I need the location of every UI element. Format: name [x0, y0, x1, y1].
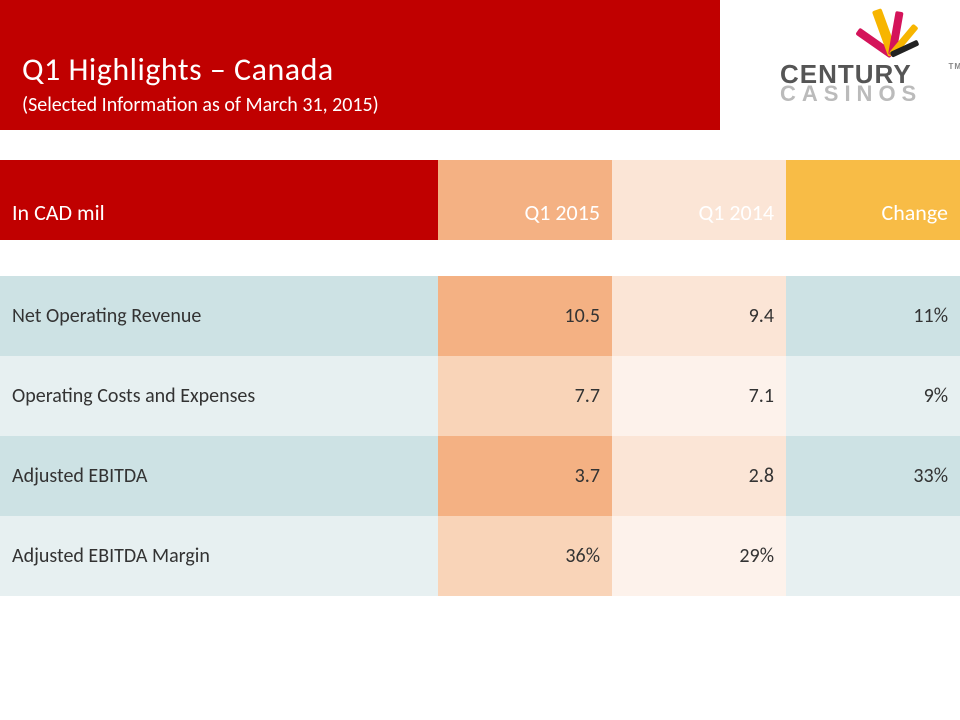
- col-header-q2: Q1 2014: [612, 160, 786, 240]
- cell-change: [786, 516, 960, 596]
- page-title: Q1 Highlights – Canada: [22, 50, 700, 89]
- company-logo: CENTURY TM CASINOS: [780, 6, 950, 105]
- cell-q1: 7.7: [438, 356, 612, 436]
- cell-q2: 9.4: [612, 276, 786, 356]
- cell-label: Adjusted EBITDA: [0, 436, 438, 516]
- page-subtitle: (Selected Information as of March 31, 20…: [22, 93, 700, 117]
- table-row: Adjusted EBITDA Margin 36% 29%: [0, 516, 960, 596]
- table-row: Net Operating Revenue 10.5 9.4 11%: [0, 276, 960, 356]
- cell-label: Net Operating Revenue: [0, 276, 438, 356]
- logo-splash-icon: [830, 6, 950, 61]
- table-header-row: In CAD mil Q1 2015 Q1 2014 Change: [0, 160, 960, 240]
- cell-q1: 36%: [438, 516, 612, 596]
- cell-q1: 10.5: [438, 276, 612, 356]
- col-header-label: In CAD mil: [0, 160, 438, 240]
- cell-change: 33%: [786, 436, 960, 516]
- title-banner: Q1 Highlights – Canada (Selected Informa…: [0, 0, 720, 130]
- logo-tm: TM: [948, 63, 960, 71]
- cell-q1: 3.7: [438, 436, 612, 516]
- table-row: Operating Costs and Expenses 7.7 7.1 9%: [0, 356, 960, 436]
- cell-q2: 2.8: [612, 436, 786, 516]
- cell-label: Adjusted EBITDA Margin: [0, 516, 438, 596]
- cell-change: 11%: [786, 276, 960, 356]
- spacer-row: [0, 240, 960, 276]
- col-header-q1: Q1 2015: [438, 160, 612, 240]
- logo-text-line1: CENTURY TM: [780, 61, 950, 87]
- cell-change: 9%: [786, 356, 960, 436]
- cell-q2: 7.1: [612, 356, 786, 436]
- col-header-change: Change: [786, 160, 960, 240]
- cell-q2: 29%: [612, 516, 786, 596]
- financial-table: In CAD mil Q1 2015 Q1 2014 Change Net Op…: [0, 160, 960, 596]
- cell-label: Operating Costs and Expenses: [0, 356, 438, 436]
- table-container: In CAD mil Q1 2015 Q1 2014 Change Net Op…: [0, 130, 960, 596]
- table-row: Adjusted EBITDA 3.7 2.8 33%: [0, 436, 960, 516]
